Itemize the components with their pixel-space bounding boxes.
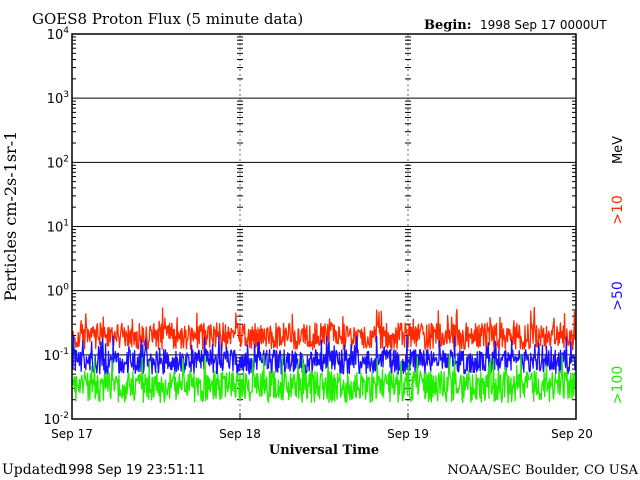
y-tick-label-6: 104 [47, 26, 70, 43]
legend: >10 >50 >100 MeV [610, 136, 626, 404]
updated-label: Updated [2, 462, 63, 478]
legend-label-0: >10 [610, 195, 626, 225]
begin-label: Begin: [424, 18, 472, 33]
y-tick-label-5: 103 [47, 90, 69, 107]
y-tick-labels: 10-2 10-1 100 101 102 103 104 [43, 26, 69, 428]
series-line-0 [72, 306, 576, 351]
updated-value: 1998 Sep 19 23:51:11 [60, 463, 205, 478]
legend-label-1: >50 [610, 281, 626, 311]
y-tick-label-0: 10-2 [43, 411, 69, 428]
credit-text: NOAA/SEC Boulder, CO USA [447, 463, 638, 478]
x-tick-labels: Sep 17 Sep 18 Sep 19 Sep 20 [51, 413, 593, 441]
legend-label-2: >100 [610, 366, 626, 404]
x-tick-label-3: Sep 20 [551, 427, 593, 441]
begin-value: 1998 Sep 17 0000UT [480, 18, 607, 32]
y-tick-label-2: 100 [47, 283, 70, 300]
chart-title: GOES8 Proton Flux (5 minute data) [32, 10, 303, 28]
plot-frame [71, 33, 577, 420]
y-tick-label-1: 10-1 [43, 347, 69, 364]
series-layer [72, 306, 576, 404]
y-tick-label-4: 102 [47, 154, 69, 171]
y-axis-label: Particles cm-2s-1sr-1 [1, 131, 20, 302]
x-tick-label-2: Sep 19 [387, 427, 429, 441]
x-tick-label-0: Sep 17 [51, 427, 93, 441]
x-axis-label: Universal Time [269, 443, 379, 458]
legend-units: MeV [611, 136, 626, 164]
y-tick-label-3: 101 [47, 219, 69, 236]
grid [72, 33, 576, 420]
x-tick-label-1: Sep 18 [219, 427, 261, 441]
series-line-2 [72, 354, 576, 404]
